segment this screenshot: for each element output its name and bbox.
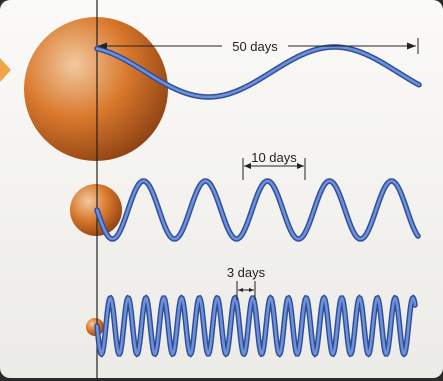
- period-label-50-days: 50 days: [232, 39, 278, 54]
- wave-3-days: [94, 294, 418, 358]
- wave-50-days: [94, 44, 422, 100]
- dimension-3-days: 3 days: [227, 265, 266, 300]
- dimension-50-days: 50 days: [98, 38, 419, 54]
- triangle-pointer-icon: [0, 58, 11, 82]
- large-sphere: [24, 17, 168, 161]
- period-label-3-days: 3 days: [227, 265, 266, 280]
- wave-10-days: [94, 178, 421, 242]
- period-label-10-days: 10 days: [251, 150, 297, 165]
- dimension-10-days: 10 days: [242, 150, 306, 180]
